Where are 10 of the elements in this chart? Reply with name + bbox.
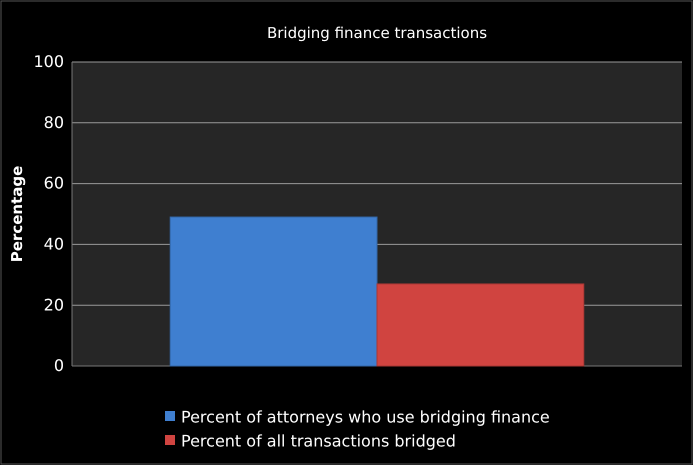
y-axis-title: Percentage xyxy=(8,166,26,262)
y-tick-label: 80 xyxy=(44,112,64,132)
chart-title: Bridging finance transactions xyxy=(266,24,488,42)
legend-label: Percent of all transactions bridged xyxy=(181,432,456,451)
y-tick-label: 20 xyxy=(44,295,64,314)
y-tick-label: 60 xyxy=(44,174,64,193)
y-tick-label: 40 xyxy=(44,234,64,254)
legend-label: Percent of attorneys who use bridging finance xyxy=(181,408,550,427)
y-tick-label: 100 xyxy=(33,52,64,72)
y-tick-label: 0 xyxy=(54,356,64,376)
